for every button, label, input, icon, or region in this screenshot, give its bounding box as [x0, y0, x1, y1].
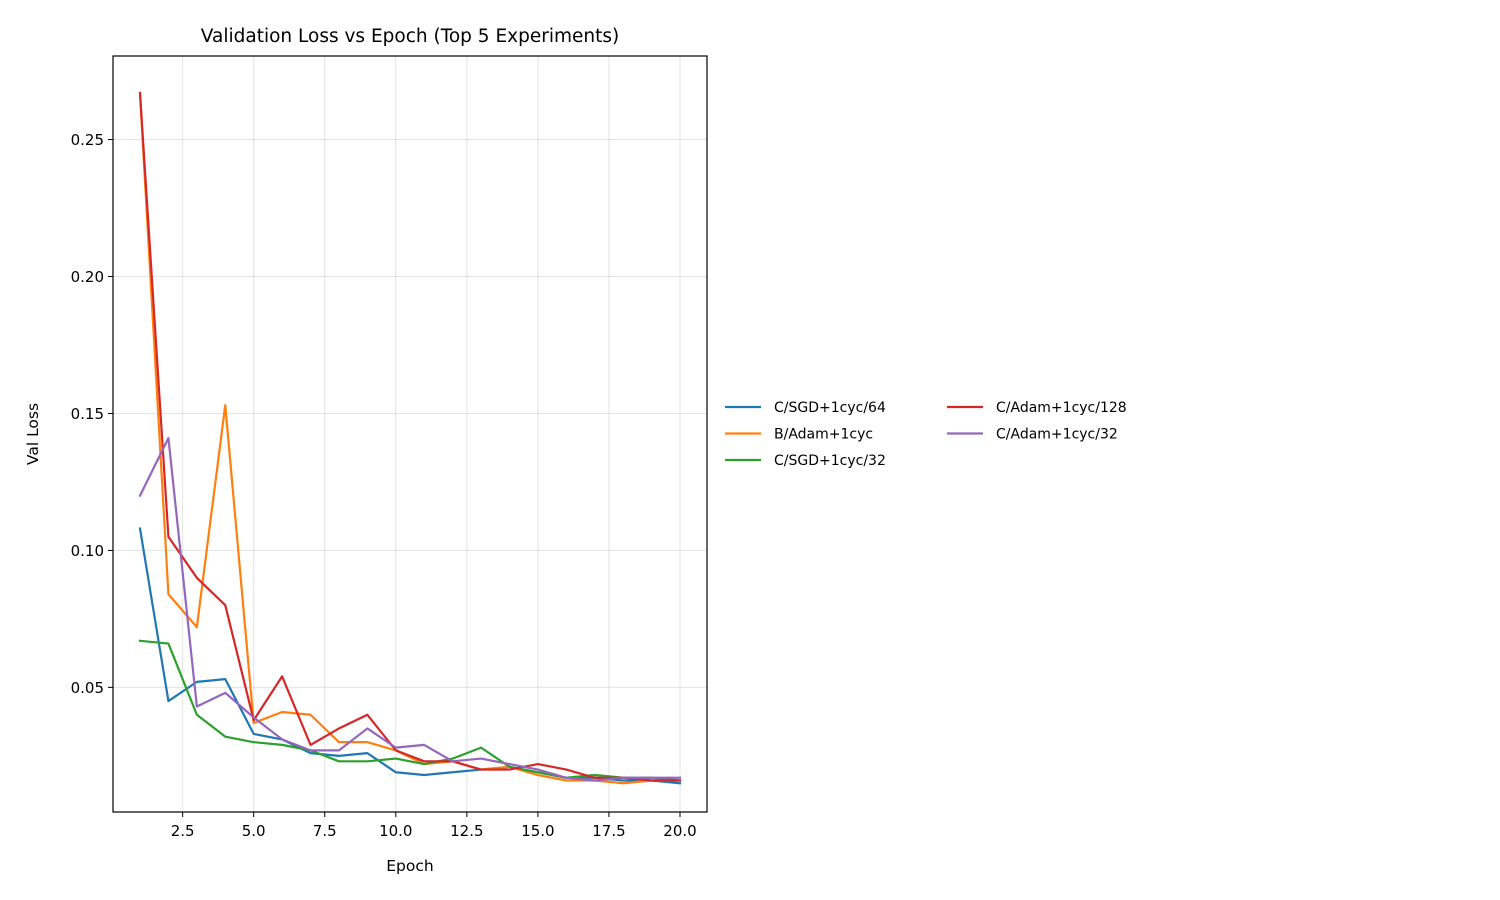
- x-tick-label: 17.5: [592, 822, 625, 840]
- series-layer: [138, 91, 682, 785]
- series-line-5: [138, 437, 682, 782]
- y-tick-label: 0.05: [71, 679, 104, 697]
- legend-label: B/Adam+1cyc: [774, 427, 873, 443]
- legend-item: C/Adam+1cyc/32: [947, 427, 1118, 443]
- series-line-4: [138, 91, 682, 782]
- legend-label: C/Adam+1cyc/32: [996, 427, 1118, 443]
- x-tick-label: 20.0: [663, 822, 696, 840]
- x-tick-label: 10.0: [379, 822, 412, 840]
- legend-item: C/SGD+1cyc/32: [725, 453, 886, 469]
- legend: C/SGD+1cyc/64 B/Adam+1cyc C/SGD+1cyc/32 C/A…: [725, 400, 1127, 469]
- axes-frame: [112, 55, 708, 813]
- legend-label: C/SGD+1cyc/64: [774, 400, 886, 416]
- series-line-1: [138, 527, 682, 785]
- y-tick-label: 0.25: [71, 131, 104, 149]
- x-tick-label: 5.0: [242, 822, 266, 840]
- legend-label: C/SGD+1cyc/32: [774, 453, 886, 469]
- y-axis-ticks: 0.05 0.10 0.15 0.20 0.25: [71, 131, 113, 697]
- legend-item: B/Adam+1cyc: [725, 427, 873, 443]
- series-line-3: [138, 639, 682, 782]
- y-tick-label: 0.15: [71, 405, 104, 423]
- chart-title: Validation Loss vs Epoch (Top 5 Experime…: [201, 26, 619, 47]
- x-axis-ticks: 2.5 5.0 7.5 10.0 12.5 15.0 17.5 20.0: [171, 812, 697, 840]
- x-axis-label: Epoch: [386, 857, 433, 875]
- y-tick-label: 0.10: [71, 542, 104, 560]
- legend-label: C/Adam+1cyc/128: [996, 400, 1127, 416]
- grid-layer: [113, 56, 707, 812]
- y-tick-label: 0.20: [71, 268, 104, 286]
- x-tick-label: 12.5: [450, 822, 483, 840]
- y-axis-label: Val Loss: [24, 403, 42, 465]
- x-tick-label: 15.0: [521, 822, 554, 840]
- x-tick-label: 7.5: [313, 822, 337, 840]
- legend-item: C/SGD+1cyc/64: [725, 400, 886, 416]
- legend-item: C/Adam+1cyc/128: [947, 400, 1127, 416]
- x-tick-label: 2.5: [171, 822, 195, 840]
